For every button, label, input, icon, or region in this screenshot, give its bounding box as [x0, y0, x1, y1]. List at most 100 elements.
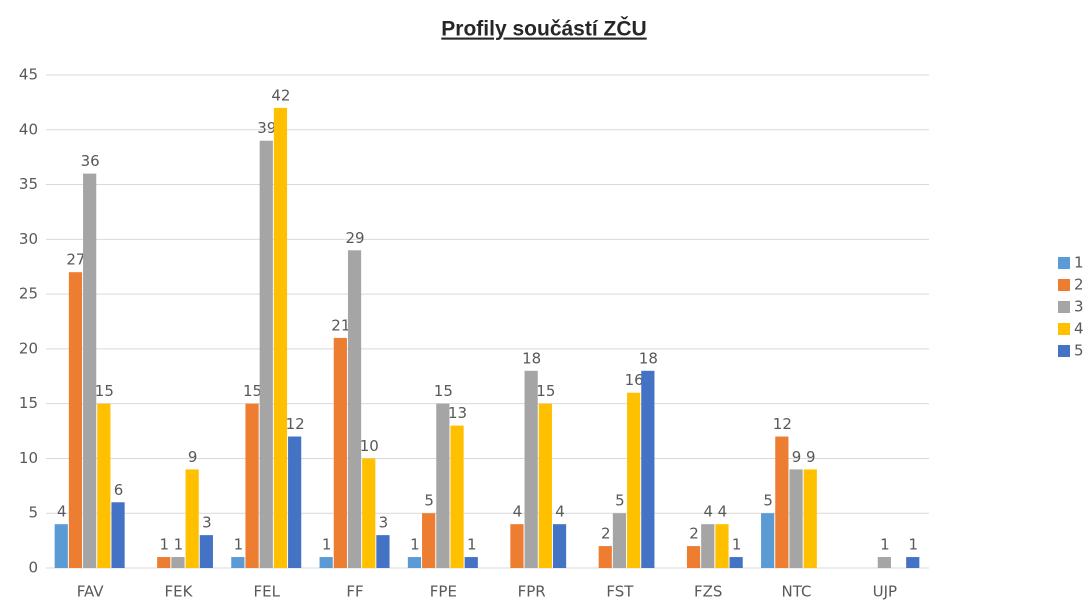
- x-tick-label: FEL: [254, 583, 281, 601]
- data-label: 15: [243, 382, 262, 400]
- bar: [319, 557, 333, 568]
- bar: [598, 546, 612, 568]
- data-label: 15: [95, 382, 114, 400]
- bar: [877, 557, 891, 568]
- legend-label: 3: [1074, 298, 1084, 316]
- x-tick-label: FZS: [694, 583, 722, 601]
- bar: [54, 524, 68, 568]
- data-label: 1: [908, 536, 918, 554]
- data-label: 5: [615, 492, 625, 510]
- data-label: 16: [625, 371, 644, 389]
- y-tick-label: 30: [19, 230, 38, 248]
- data-label: 4: [57, 503, 67, 521]
- data-label: 12: [773, 415, 792, 433]
- data-label: 1: [234, 536, 244, 554]
- y-tick-label: 0: [28, 559, 38, 577]
- data-label: 18: [522, 349, 541, 367]
- bar: [288, 436, 302, 568]
- bar: [538, 403, 552, 568]
- x-tick-label: FPE: [430, 583, 457, 601]
- bar: [436, 403, 450, 568]
- bar: [333, 337, 347, 568]
- bar: [552, 524, 567, 568]
- x-tick-label: FEK: [164, 583, 193, 601]
- y-tick-label: 25: [19, 285, 38, 303]
- legend-label: 4: [1074, 320, 1084, 338]
- x-tick-label: NTC: [782, 583, 812, 601]
- bar: [524, 370, 538, 568]
- data-label: 1: [174, 536, 184, 554]
- bar: [789, 469, 803, 568]
- data-label: 4: [513, 503, 523, 521]
- data-label: 3: [379, 514, 389, 532]
- bar: [761, 513, 775, 568]
- data-label: 42: [271, 86, 290, 104]
- bar: [906, 557, 920, 568]
- x-tick-label: FF: [346, 583, 363, 601]
- data-label: 1: [410, 536, 420, 554]
- data-label: 1: [732, 536, 742, 554]
- bar: [701, 524, 715, 568]
- data-label: 9: [188, 448, 198, 466]
- bar: [464, 557, 478, 568]
- y-tick-label: 10: [19, 449, 38, 467]
- data-label: 5: [763, 492, 773, 510]
- bar: [612, 513, 627, 568]
- y-tick-label: 35: [19, 175, 38, 193]
- data-label: 21: [331, 316, 350, 334]
- bar: [83, 173, 97, 568]
- bar: [627, 392, 641, 568]
- data-label: 4: [555, 503, 565, 521]
- bar: [171, 557, 185, 568]
- bar: [97, 403, 111, 568]
- legend-label: 5: [1074, 342, 1084, 360]
- data-label: 2: [601, 525, 611, 543]
- bar: [729, 557, 743, 568]
- legend-label: 1: [1074, 254, 1084, 272]
- data-label: 1: [467, 536, 477, 554]
- y-tick-label: 5: [28, 504, 38, 522]
- data-label: 29: [346, 229, 365, 247]
- data-label: 15: [536, 382, 555, 400]
- x-tick-label: FST: [606, 583, 634, 601]
- data-label: 12: [286, 415, 305, 433]
- data-label: 36: [81, 152, 100, 170]
- y-tick-label: 40: [19, 120, 38, 138]
- data-label: 9: [806, 448, 816, 466]
- bar: [185, 469, 199, 568]
- data-label: 2: [689, 525, 699, 543]
- bar: [157, 557, 171, 568]
- data-label: 9: [792, 448, 802, 466]
- data-label: 4: [703, 503, 713, 521]
- bar: [510, 524, 524, 568]
- bar: [641, 370, 655, 568]
- legend-swatch: [1058, 345, 1070, 357]
- bar: [803, 469, 817, 568]
- y-tick-label: 15: [19, 394, 38, 412]
- bar: [686, 546, 701, 568]
- data-label: 18: [639, 349, 658, 367]
- legend-label: 2: [1074, 276, 1084, 294]
- data-label: 13: [448, 404, 467, 422]
- data-label: 3: [202, 514, 212, 532]
- bar: [273, 107, 288, 568]
- bar: [422, 513, 436, 568]
- data-label: 10: [360, 437, 379, 455]
- data-label: 1: [880, 536, 890, 554]
- data-label: 1: [322, 536, 332, 554]
- bar: [199, 535, 213, 568]
- data-label: 6: [114, 481, 124, 499]
- bar: [376, 535, 390, 568]
- data-label: 4: [718, 503, 728, 521]
- bar: [775, 436, 789, 568]
- legend-swatch: [1058, 257, 1070, 269]
- bar: [715, 524, 729, 568]
- bar: [259, 140, 273, 568]
- x-tick-label: FAV: [77, 583, 105, 601]
- data-label: 5: [424, 492, 434, 510]
- x-tick-label: FPR: [518, 583, 546, 601]
- y-tick-label: 20: [19, 339, 38, 357]
- legend-swatch: [1058, 301, 1070, 313]
- bar: [245, 403, 259, 568]
